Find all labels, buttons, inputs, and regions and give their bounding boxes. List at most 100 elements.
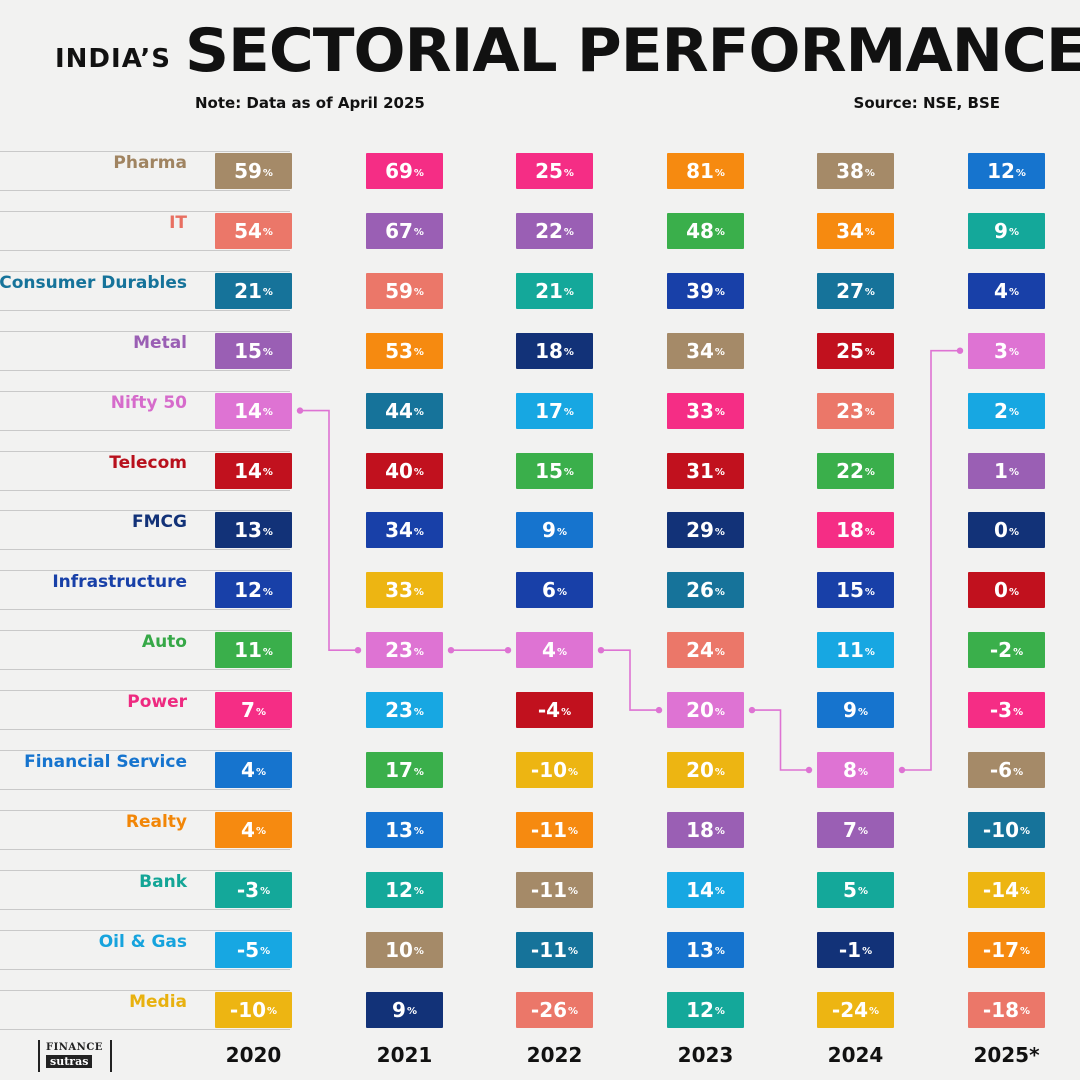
percent-sign: % [568, 766, 579, 778]
logo-line2: sutras [46, 1055, 93, 1068]
value-cell: -3% [968, 692, 1045, 729]
value-label: 7 [241, 698, 255, 723]
value-label: 67 [385, 218, 413, 243]
value-label: 13 [234, 518, 262, 543]
value-cell: -24% [817, 991, 894, 1028]
percent-sign: % [864, 467, 875, 478]
percent-sign: % [260, 946, 271, 958]
row-divider [0, 151, 290, 152]
value-label: 5 [843, 877, 857, 902]
percent-sign: % [255, 766, 266, 778]
value-cell: 14% [215, 452, 292, 489]
value-cell: 38% [817, 153, 894, 189]
row-divider [0, 450, 290, 452]
percent-sign: % [1020, 946, 1031, 958]
percent-sign: % [864, 526, 875, 538]
row-divider [0, 869, 290, 871]
value-label: -18 [982, 997, 1020, 1022]
connector-dot [956, 347, 964, 354]
value-label: 15 [234, 338, 262, 363]
value-label: 53 [385, 338, 413, 363]
value-cell: 1% [968, 452, 1045, 489]
value-cell: 17% [366, 752, 443, 788]
source-text: Source: NSE, BSE [853, 94, 1000, 112]
percent-sign: % [563, 227, 574, 239]
percent-sign: % [857, 826, 868, 838]
percent-sign: % [262, 287, 273, 299]
value-label: 12 [385, 877, 413, 902]
value-cell: 23% [366, 632, 443, 669]
value-cell: 67% [366, 212, 443, 249]
row-divider [0, 270, 290, 272]
value-cell: 21% [516, 272, 593, 309]
row-divider [0, 390, 290, 392]
connector-dot [354, 647, 362, 654]
value-label: 44 [385, 398, 413, 423]
value-cell: 0% [968, 572, 1045, 609]
value-cell: 26% [667, 572, 744, 609]
value-label: -5 [236, 937, 260, 962]
row-divider [0, 968, 290, 970]
percent-sign: % [568, 1006, 579, 1018]
value-cell: 40% [366, 452, 443, 489]
value-cell: 11% [215, 632, 292, 669]
value-cell: 15% [817, 572, 894, 609]
value-cell: 23% [366, 692, 443, 729]
value-cell: -5% [215, 931, 292, 968]
value-cell: -11% [516, 811, 593, 848]
row-divider [0, 190, 290, 191]
percent-sign: % [1013, 646, 1024, 658]
value-label: -3 [989, 698, 1013, 723]
value-cell: 9% [516, 512, 593, 549]
value-label: 15 [535, 458, 563, 483]
percent-sign: % [714, 586, 725, 598]
value-cell: 4% [516, 632, 593, 669]
percent-sign: % [1008, 227, 1019, 239]
row-divider [0, 750, 290, 751]
value-cell: 33% [366, 572, 443, 609]
connector-line [752, 709, 809, 771]
value-cell: 12% [968, 153, 1045, 189]
value-label: -11 [530, 877, 568, 902]
connector-dot [805, 766, 813, 774]
percent-sign: % [563, 407, 574, 419]
sector-label: Infrastructure [52, 572, 187, 593]
row-divider [0, 510, 290, 512]
percent-sign: % [1008, 407, 1019, 419]
row-divider [0, 570, 290, 572]
value-cell: 25% [817, 332, 894, 369]
percent-sign: % [1008, 347, 1019, 359]
percent-sign: % [857, 886, 868, 898]
value-cell: -10% [968, 811, 1045, 848]
value-cell: 9% [968, 212, 1045, 249]
value-cell: -3% [215, 871, 292, 908]
percent-sign: % [864, 586, 875, 598]
value-label: 12 [686, 997, 714, 1022]
value-label: 54 [234, 218, 262, 243]
year-label: 2022 [526, 1043, 583, 1067]
sector-label: Auto [141, 632, 187, 653]
sector-label: Power [127, 692, 187, 713]
value-cell: 4% [215, 811, 292, 848]
value-label: 11 [234, 638, 262, 663]
value-cell: 29% [667, 512, 744, 549]
value-label: 3 [994, 338, 1008, 363]
value-cell: 0% [968, 512, 1045, 549]
sector-label: IT [169, 212, 187, 233]
value-cell: 18% [667, 811, 744, 848]
value-label: -2 [989, 638, 1013, 663]
value-cell: 10% [366, 931, 443, 968]
value-label: -3 [236, 877, 260, 902]
value-label: 0 [994, 518, 1008, 543]
value-cell: -14% [968, 871, 1045, 908]
year-label: 2021 [376, 1043, 433, 1067]
value-label: 20 [686, 698, 714, 723]
header: INDIA’S SECTORIAL PERFORMANCE Note: Data… [0, 0, 1080, 140]
sector-label: Nifty 50 [110, 392, 187, 413]
percent-sign: % [1015, 167, 1026, 179]
connector-dot [447, 647, 455, 654]
value-label: -1 [838, 937, 862, 962]
value-cell: 2% [968, 392, 1045, 429]
row-divider [0, 249, 290, 251]
value-cell: 15% [215, 332, 292, 369]
